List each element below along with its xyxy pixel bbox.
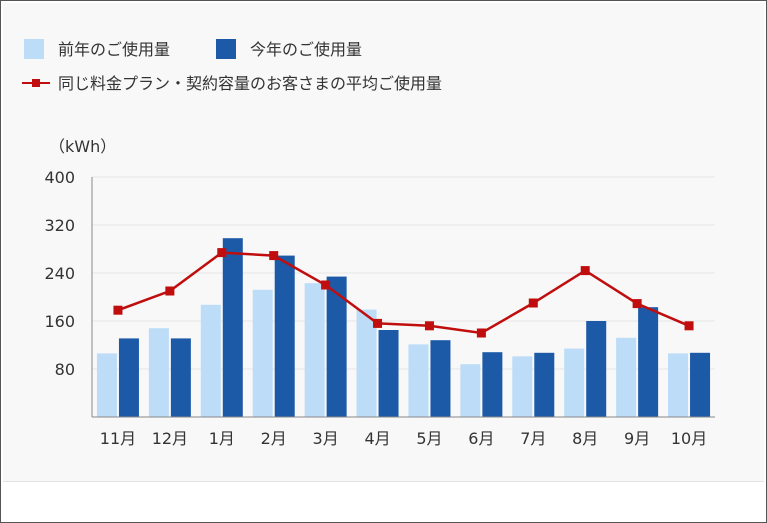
bar-this-year [482, 352, 503, 417]
bar-previous-year [564, 348, 585, 417]
legend-swatch-previous-year [24, 39, 44, 59]
y-tick-label: 160 [44, 312, 75, 331]
y-tick-label: 80 [55, 360, 75, 379]
bar-previous-year [460, 364, 481, 417]
bar-previous-year [356, 309, 377, 417]
legend-marker-average [32, 79, 40, 87]
x-tick-label: 7月 [520, 429, 546, 448]
bar-this-year [430, 340, 451, 417]
bar-this-year [118, 338, 139, 417]
bar-this-year [170, 338, 191, 417]
y-tick-label: 400 [44, 168, 75, 187]
average-point [373, 318, 383, 328]
y-tick-label: 320 [44, 216, 75, 235]
bar-this-year [326, 276, 347, 417]
bar-this-year [690, 352, 711, 417]
bar-previous-year [512, 356, 533, 417]
legend: 前年のご使用量 今年のご使用量 同じ料金プラン・契約容量のお客さまの平均ご使用量 [22, 39, 442, 93]
bar-this-year [638, 307, 659, 417]
bar-this-year [222, 238, 243, 417]
average-line-path [117, 251, 690, 335]
average-point [632, 299, 642, 309]
x-tick-label: 10月 [671, 429, 707, 448]
bar-previous-year [200, 304, 221, 417]
y-tick-label: 240 [44, 264, 75, 283]
x-tick-label: 8月 [572, 429, 598, 448]
average-point [476, 328, 486, 338]
average-point [113, 305, 123, 315]
x-tick-label: 9月 [624, 429, 650, 448]
x-tick-label: 1月 [209, 429, 235, 448]
x-tick-labels: 11月 12月 1月 2月 3月 4月 5月 6月 7月 8月 9月 10月 [100, 429, 707, 448]
y-tick-labels: 80 160 240 320 400 [44, 168, 75, 379]
bar-previous-year [96, 353, 117, 417]
x-tick-label: 6月 [468, 429, 494, 448]
bar-previous-year [252, 289, 273, 417]
average-point [321, 280, 331, 290]
x-tick-label: 2月 [261, 429, 287, 448]
x-tick-label: 4月 [364, 429, 390, 448]
chart-panel: 前年のご使用量 今年のご使用量 同じ料金プラン・契約容量のお客さまの平均ご使用量… [3, 3, 764, 482]
x-tick-label: 12月 [152, 429, 188, 448]
average-point [580, 266, 590, 276]
legend-swatch-this-year [216, 39, 236, 59]
bar-this-year [274, 255, 295, 417]
average-point [217, 248, 227, 258]
average-point [684, 321, 694, 331]
x-tick-label: 11月 [100, 429, 136, 448]
legend-label-this-year: 今年のご使用量 [250, 40, 362, 59]
bar-this-year [378, 330, 399, 417]
bar-previous-year [616, 337, 637, 417]
bars [96, 238, 711, 417]
usage-chart: 前年のご使用量 今年のご使用量 同じ料金プラン・契約容量のお客さまの平均ご使用量… [22, 39, 715, 448]
bar-this-year [586, 321, 607, 417]
average-point [165, 286, 175, 296]
bar-this-year [534, 352, 555, 417]
bar-previous-year [408, 344, 429, 417]
average-point [424, 321, 434, 331]
y-axis-unit-label: （kWh） [49, 137, 116, 156]
x-tick-label: 5月 [416, 429, 442, 448]
x-tick-label: 3月 [313, 429, 339, 448]
average-line [113, 248, 694, 338]
legend-label-previous-year: 前年のご使用量 [58, 40, 170, 59]
average-point [528, 298, 538, 308]
bar-previous-year [148, 328, 169, 417]
bar-previous-year [304, 283, 325, 417]
legend-label-average: 同じ料金プラン・契約容量のお客さまの平均ご使用量 [58, 74, 442, 93]
bar-previous-year [668, 353, 689, 417]
average-point [269, 251, 279, 261]
